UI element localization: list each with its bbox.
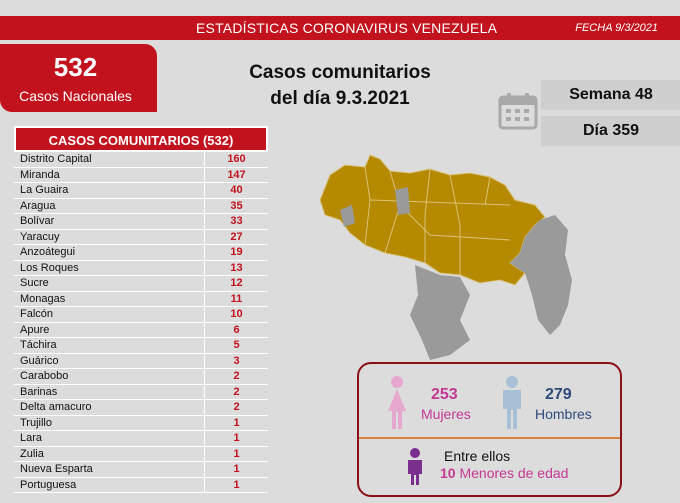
main-heading-line1: Casos comunitarios [249, 62, 431, 83]
state-name: Nueva Esparta [20, 463, 93, 475]
state-name: Anzoátegui [20, 246, 76, 258]
minors-label: Menores de edad [459, 465, 569, 481]
table-header: CASOS COMUNITARIOS (532) [14, 126, 268, 152]
table-row: Bolívar 33 [14, 214, 268, 230]
state-cases: 10 [204, 307, 268, 322]
state-name: Carabobo [20, 370, 69, 382]
state-name: Monagas [20, 292, 66, 305]
state-cases: 160 [204, 152, 268, 167]
women-label: Mujeres [421, 406, 471, 422]
table-row: Delta amacuro 2 [14, 400, 268, 416]
table-row: Trujillo 1 [14, 415, 268, 431]
state-cases: 3 [204, 353, 268, 369]
state-cases: 12 [204, 276, 268, 291]
state-name: Bolívar [20, 215, 55, 227]
child-icon [408, 448, 422, 485]
state-cases: 1 [204, 431, 268, 446]
national-cases-box: 532 Casos Nacionales [0, 44, 157, 112]
table-row: Nueva Esparta 1 [14, 462, 268, 478]
table-row: Los Roques 13 [14, 260, 268, 276]
state-name: Barinas [20, 385, 58, 398]
page-title: ESTADÍSTICAS CORONAVIRUS VENEZUELA [196, 20, 498, 36]
state-cases: 1 [204, 446, 268, 462]
table-row: Sucre 12 [14, 276, 268, 292]
state-cases: 33 [204, 214, 268, 229]
state-cases: 35 [204, 198, 268, 214]
women-count: 253 [431, 386, 458, 403]
state-cases: 11 [204, 291, 268, 307]
table-row: Miranda 147 [14, 167, 268, 183]
state-cases: 5 [204, 338, 268, 353]
table-row: Anzoátegui 19 [14, 245, 268, 261]
table-row: Falcón 10 [14, 307, 268, 323]
state-cases: 1 [204, 415, 268, 431]
table-row: Apure 6 [14, 322, 268, 338]
state-name: Delta amacuro [20, 401, 92, 413]
men-label: Hombres [535, 406, 592, 422]
state-name: Miranda [20, 168, 60, 181]
state-cases: 1 [204, 477, 268, 493]
table-row: Barinas 2 [14, 384, 268, 400]
men-count: 279 [545, 386, 572, 403]
day-badge: Día 359 [541, 116, 680, 146]
national-cases-label: Casos Nacionales [19, 88, 132, 104]
table-row: Yaracuy 27 [14, 229, 268, 245]
state-name: Guárico [20, 354, 59, 367]
report-date: FECHA 9/3/2021 [575, 22, 658, 34]
table-row: Lara 1 [14, 431, 268, 447]
table-row: Zulia 1 [14, 446, 268, 462]
main-heading-line2: del día 9.3.2021 [270, 88, 410, 109]
state-name: Yaracuy [20, 230, 60, 243]
table-row: Guárico 3 [14, 353, 268, 369]
table-row: Monagas 11 [14, 291, 268, 307]
table-row: Distrito Capital 160 [14, 152, 268, 168]
map-lara-region [340, 205, 355, 227]
state-cases: 40 [204, 183, 268, 198]
week-badge: Semana 48 [541, 80, 680, 110]
table-row: La Guaira 40 [14, 183, 268, 199]
table-row: Portuguesa 1 [14, 477, 268, 493]
state-name: Táchira [20, 339, 57, 351]
state-cases: 6 [204, 322, 268, 338]
state-cases: 13 [204, 260, 268, 276]
state-name: Trujillo [20, 416, 52, 429]
state-name: Zulia [20, 447, 44, 460]
gender-box: 253 Mujeres 279 Hombres Entre ellos 10 M… [357, 362, 622, 497]
state-cases: 2 [204, 400, 268, 415]
state-name: La Guaira [20, 184, 69, 196]
woman-icon [388, 376, 406, 429]
header-bar: ESTADÍSTICAS CORONAVIRUS VENEZUELA FECHA… [0, 16, 680, 40]
national-cases-count: 532 [53, 52, 98, 82]
state-name: Aragua [20, 199, 56, 212]
state-name: Distrito Capital [20, 153, 92, 165]
table-row: Carabobo 2 [14, 369, 268, 385]
man-icon [503, 376, 521, 429]
map-amazonas [410, 265, 470, 360]
state-name: Falcón [20, 308, 54, 320]
state-name: Portuguesa [20, 478, 77, 491]
minors-count: 10 [440, 465, 456, 481]
state-cases: 2 [204, 384, 268, 400]
table-row: Táchira 5 [14, 338, 268, 354]
divider [359, 437, 620, 439]
main-heading: Casos comunitarios del día 9.3.2021 [200, 60, 480, 112]
map-east-region [510, 215, 572, 335]
venezuela-map [319, 154, 572, 360]
map-portuguesa-region [395, 187, 410, 215]
table-row: Aragua 35 [14, 198, 268, 214]
state-name: Los Roques [20, 261, 79, 274]
community-cases-table: CASOS COMUNITARIOS (532) Distrito Capita… [14, 126, 268, 493]
state-cases: 1 [204, 462, 268, 477]
state-name: Apure [20, 323, 50, 336]
state-cases: 2 [204, 369, 268, 384]
state-cases: 147 [204, 167, 268, 183]
among-them-label: Entre ellos [444, 448, 511, 464]
minors-text: 10 Menores de edad [440, 465, 568, 481]
state-name: Lara [20, 432, 43, 444]
calendar-icon [498, 93, 538, 130]
state-cases: 19 [204, 245, 268, 260]
state-cases: 27 [204, 229, 268, 245]
state-name: Sucre [20, 277, 49, 289]
